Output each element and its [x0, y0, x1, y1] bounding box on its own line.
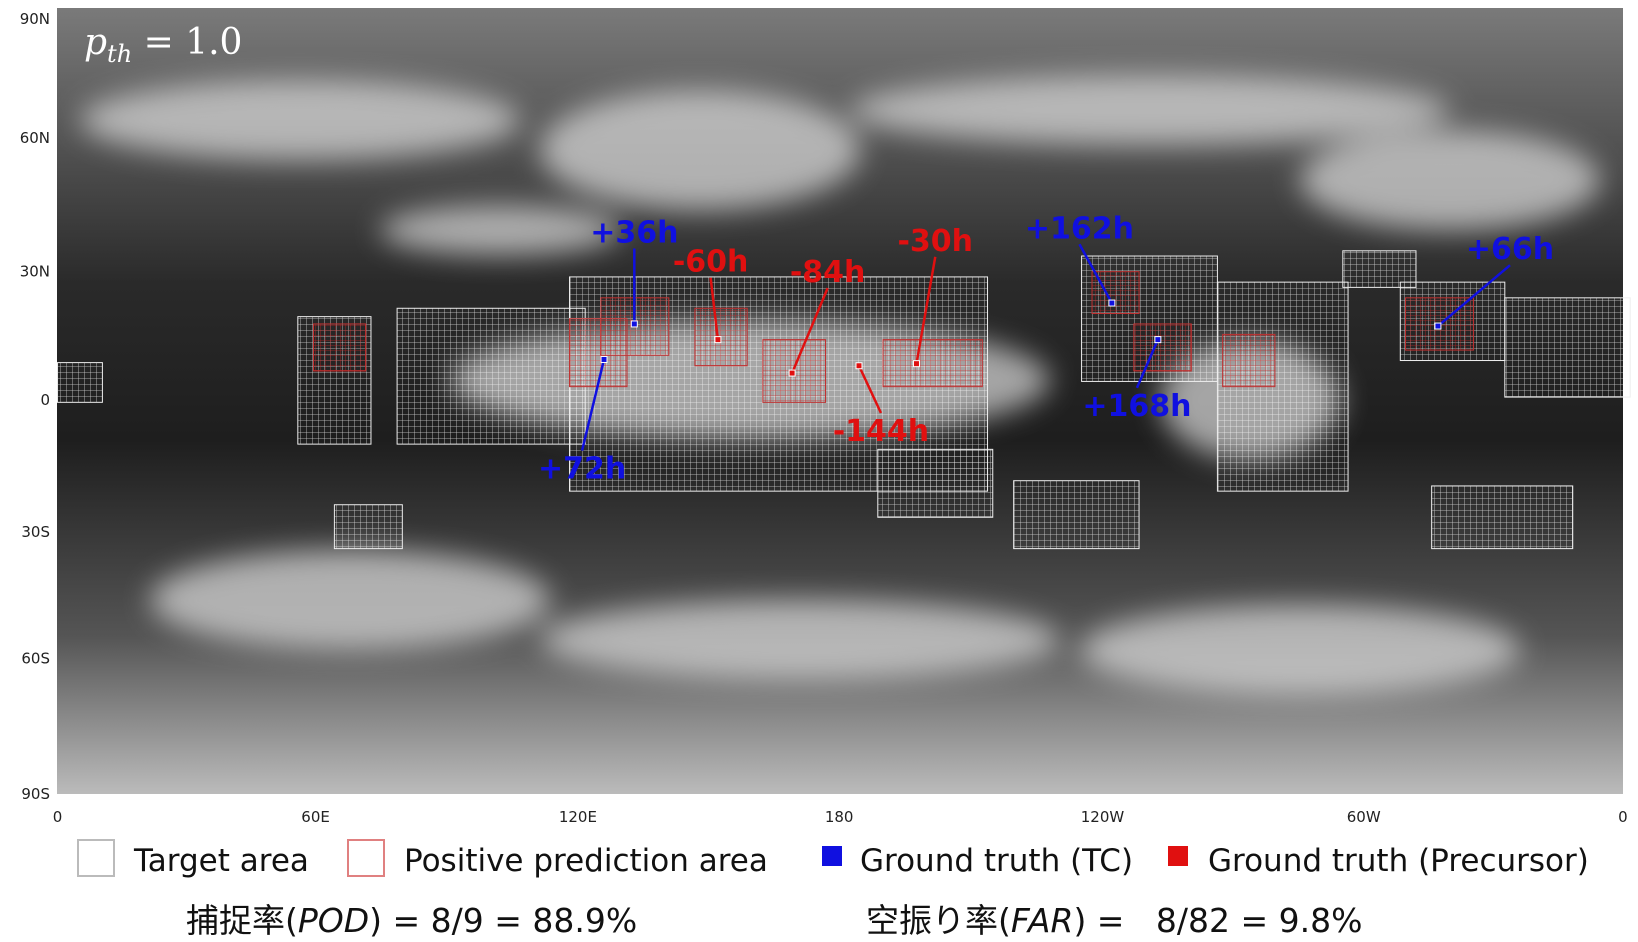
- legend-positive-swatch: [348, 840, 384, 876]
- ground-truth-point: [631, 321, 637, 327]
- far-stat: 空振り率(FAR) = 8/82 = 9.8%: [866, 901, 1363, 940]
- ground-truth-point: [1435, 323, 1441, 329]
- lon-label: 120E: [559, 808, 597, 826]
- legend-tc-swatch: [822, 846, 842, 866]
- pod-suffix: ) = 8/9 = 88.9%: [369, 901, 637, 940]
- pod-stat: 捕捉率(POD) = 8/9 = 88.9%: [186, 901, 637, 940]
- lat-label: 60S: [21, 649, 50, 667]
- target-area: [1505, 298, 1630, 397]
- lat-label: 90S: [21, 785, 50, 803]
- ground-truth-point: [1109, 300, 1115, 306]
- legend-label: Target area: [133, 843, 309, 879]
- positive-area: [1223, 334, 1275, 386]
- lat-label: 60N: [20, 129, 50, 147]
- target-area: [57, 363, 102, 403]
- lon-label: 0: [1618, 808, 1628, 826]
- annotation-label: -60h: [673, 245, 749, 280]
- lon-label: 60E: [301, 808, 330, 826]
- target-area: [878, 449, 993, 517]
- far-prefix: 空振り率(: [866, 901, 1011, 940]
- positive-area: [883, 340, 982, 387]
- lon-label: 60W: [1347, 808, 1381, 826]
- lat-label: 90N: [20, 10, 50, 28]
- lon-label: 0: [53, 808, 63, 826]
- ground-truth-point: [789, 370, 795, 376]
- pod-prefix: 捕捉率(: [186, 901, 298, 940]
- annotation-label: -30h: [897, 224, 973, 259]
- ground-truth-point: [715, 337, 721, 343]
- ground-truth-point: [856, 363, 862, 369]
- lon-label: 120W: [1081, 808, 1125, 826]
- legend-precursor-swatch: [1168, 846, 1188, 866]
- annotation-label: -84h: [790, 255, 866, 290]
- figure: +36h-60h-84h-30h+162h+66h+72h-144h+168h …: [0, 0, 1638, 942]
- target-area: [1014, 481, 1139, 549]
- lat-label: 0: [40, 391, 50, 409]
- ground-truth-point: [601, 356, 607, 362]
- positive-area: [314, 324, 366, 371]
- legend-label: Ground truth (Precursor): [1208, 843, 1589, 879]
- ground-truth-point: [1155, 337, 1161, 343]
- title-base: p: [84, 22, 107, 63]
- annotation-label: +168h: [1082, 389, 1191, 424]
- lat-label: 30N: [20, 263, 50, 281]
- legend-label: Ground truth (TC): [860, 843, 1133, 879]
- annotation-label: -144h: [833, 414, 929, 449]
- title-subscript: th: [107, 40, 132, 68]
- annotation-label: +72h: [538, 452, 626, 487]
- title-rest: = 1.0: [132, 22, 242, 63]
- annotation-label: +162h: [1025, 211, 1134, 246]
- legend-target-swatch: [78, 840, 114, 876]
- positive-area: [1134, 324, 1191, 371]
- legend-label: Positive prediction area: [404, 843, 768, 879]
- far-suffix: ) = 8/82 = 9.8%: [1073, 901, 1362, 940]
- pod-metric: POD: [298, 901, 369, 940]
- lon-label: 180: [825, 808, 854, 826]
- far-metric: FAR: [1011, 901, 1074, 940]
- legend: Target area Positive prediction area Gro…: [78, 840, 1589, 879]
- target-area: [334, 505, 402, 549]
- target-area: [1432, 486, 1573, 549]
- lat-label: 30S: [21, 523, 50, 541]
- target-area: [397, 308, 585, 444]
- annotation-label: +66h: [1466, 232, 1554, 267]
- annotation-label: +36h: [590, 215, 678, 250]
- ground-truth-point: [913, 361, 919, 367]
